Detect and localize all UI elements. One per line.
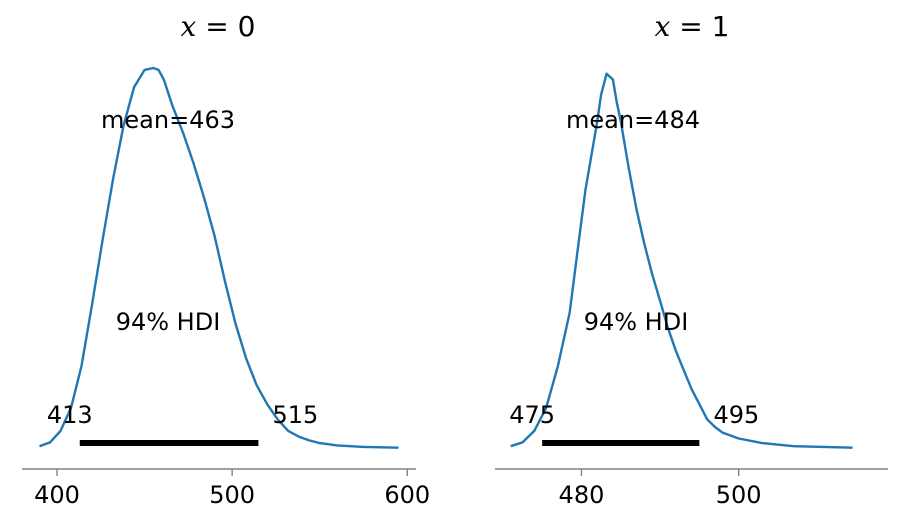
hdi-label: 94% HDI xyxy=(584,308,689,336)
density-curve-0 xyxy=(39,66,399,449)
mean-label: mean=463 xyxy=(101,106,235,134)
title-equals: = xyxy=(196,10,237,43)
hdi-upper-label: 515 xyxy=(272,401,318,429)
panel-title: x = 1 xyxy=(655,10,730,43)
title-variable: x xyxy=(655,10,671,43)
title-equals: = xyxy=(670,10,711,43)
x-tick-label: 480 xyxy=(559,481,605,509)
hdi-upper-label: 495 xyxy=(713,401,759,429)
title-value: 1 xyxy=(712,10,730,43)
hdi-lower-label: 475 xyxy=(509,401,555,429)
x-tick-label: 500 xyxy=(209,481,255,509)
title-value: 0 xyxy=(238,10,256,43)
title-variable: x xyxy=(181,10,197,43)
hdi-lower-label: 413 xyxy=(47,401,93,429)
mean-label: mean=484 xyxy=(566,106,700,134)
x-tick-label: 500 xyxy=(716,481,762,509)
density-curve-1 xyxy=(510,72,853,449)
x-tick-label: 400 xyxy=(34,481,80,509)
x-tick-label: 600 xyxy=(384,481,430,509)
hdi-label: 94% HDI xyxy=(116,308,221,336)
panel-title: x = 0 xyxy=(181,10,256,43)
